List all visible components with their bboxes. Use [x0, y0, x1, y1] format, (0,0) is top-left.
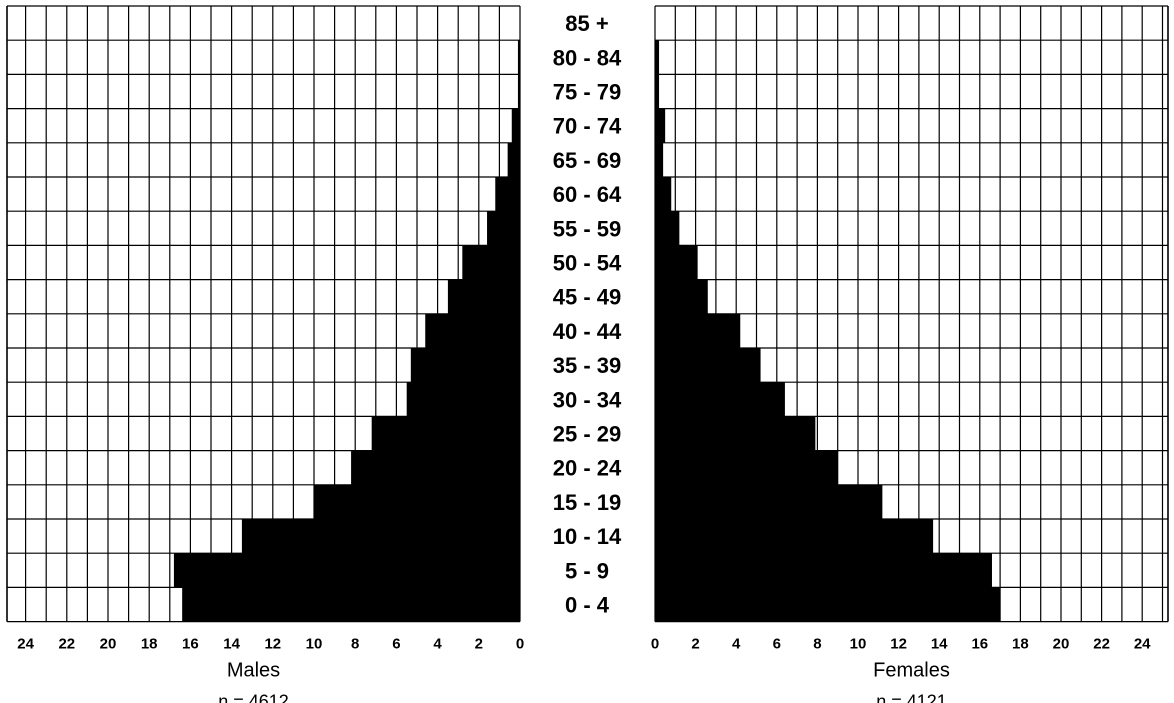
left-bar-4 [351, 450, 520, 485]
right-tick-label: 10 [850, 636, 867, 653]
right-tick-label: 4 [732, 636, 741, 653]
right-bar-8 [655, 313, 741, 348]
males-grid [6, 5, 521, 623]
left-bar-8 [425, 313, 520, 348]
left-tick-label: 20 [100, 636, 117, 653]
left-tick-label: 12 [264, 636, 281, 653]
right-tick-label: 6 [773, 636, 781, 653]
right-tick-label: 24 [1134, 636, 1151, 653]
right-bar-7 [655, 348, 761, 383]
females-grid [654, 5, 1169, 623]
right-bar-5 [655, 416, 816, 451]
left-tick-label: 24 [17, 636, 34, 653]
left-bar-6 [406, 382, 520, 417]
age-group-label: 20 - 24 [553, 456, 622, 481]
left-bar-1 [173, 553, 521, 588]
right-tick-label: 8 [813, 636, 821, 653]
left-tick-label: 16 [182, 636, 199, 653]
left-tick-label: 18 [141, 636, 158, 653]
right-bar-14 [655, 108, 666, 143]
left-bar-9 [447, 279, 520, 314]
age-group-label: 5 - 9 [565, 558, 609, 583]
left-tick-label: 6 [392, 636, 400, 653]
left-bar-13 [507, 142, 520, 177]
age-group-label: 70 - 74 [553, 114, 622, 139]
right-bar-10 [655, 245, 698, 280]
left-bar-10 [462, 245, 520, 280]
right-bar-4 [655, 450, 838, 485]
females-x-ticks: 0 2 4 6 8 10 12 14 16 18 20 22 24 [651, 636, 1151, 653]
right-bar-13 [655, 142, 664, 177]
left-tick-label: 8 [351, 636, 359, 653]
left-bar-16 [517, 40, 520, 75]
right-bar-3 [655, 484, 883, 519]
left-bar-14 [511, 108, 520, 143]
right-tick-label: 14 [931, 636, 948, 653]
right-bar-16 [655, 40, 660, 75]
males-bars [173, 40, 521, 622]
left-bar-2 [241, 519, 520, 554]
females-panel: 0 2 4 6 8 10 12 14 16 18 20 22 24 Females n = 4121 [651, 5, 1169, 703]
age-group-label: 0 - 4 [565, 593, 610, 618]
age-group-label: 50 - 54 [553, 251, 622, 276]
left-tick-label: 14 [223, 636, 240, 653]
age-group-label: 65 - 69 [553, 148, 622, 173]
age-group-labels: 0 - 4 5 - 9 10 - 14 15 - 19 20 - 24 25 - 29 30… [553, 11, 622, 617]
age-group-label: 75 - 79 [553, 80, 622, 105]
right-tick-label: 12 [890, 636, 907, 653]
left-tick-label: 22 [58, 636, 75, 653]
age-group-label: 30 - 34 [553, 387, 622, 412]
age-group-label: 60 - 64 [553, 182, 622, 207]
age-group-label: 80 - 84 [553, 45, 622, 70]
right-tick-label: 22 [1093, 636, 1110, 653]
age-group-label: 45 - 49 [553, 285, 622, 310]
females-bars [655, 40, 1001, 622]
right-bar-6 [655, 382, 785, 417]
age-group-label: 55 - 59 [553, 216, 622, 241]
left-tick-label: 4 [433, 636, 442, 653]
right-bar-15 [655, 74, 660, 109]
females-count-label: n = 4121 [876, 692, 947, 703]
males-count-label: n = 4612 [218, 692, 289, 703]
age-group-label: 85 + [565, 11, 608, 36]
right-bar-0 [655, 587, 1001, 622]
left-bar-0 [182, 587, 520, 622]
left-tick-label: 2 [475, 636, 483, 653]
right-bar-1 [655, 553, 992, 588]
left-tick-label: 0 [516, 636, 524, 653]
right-tick-label: 0 [651, 636, 659, 653]
right-tick-label: 16 [971, 636, 988, 653]
age-group-label: 35 - 39 [553, 353, 622, 378]
right-tick-label: 2 [691, 636, 699, 653]
females-axis-label: Females [873, 660, 950, 682]
left-bar-15 [517, 74, 520, 109]
right-bar-2 [655, 519, 934, 554]
males-axis-label: Males [227, 660, 280, 682]
age-group-label: 40 - 44 [553, 319, 622, 344]
age-group-label: 25 - 29 [553, 422, 622, 447]
right-bar-12 [655, 177, 672, 212]
age-group-label: 15 - 19 [553, 490, 622, 515]
left-tick-label: 10 [306, 636, 323, 653]
right-tick-label: 20 [1053, 636, 1070, 653]
right-tick-label: 18 [1012, 636, 1029, 653]
left-bar-5 [371, 416, 520, 451]
right-bar-9 [655, 279, 708, 314]
left-bar-7 [410, 348, 520, 383]
age-group-label: 10 - 14 [553, 524, 622, 549]
left-bar-11 [487, 211, 520, 246]
